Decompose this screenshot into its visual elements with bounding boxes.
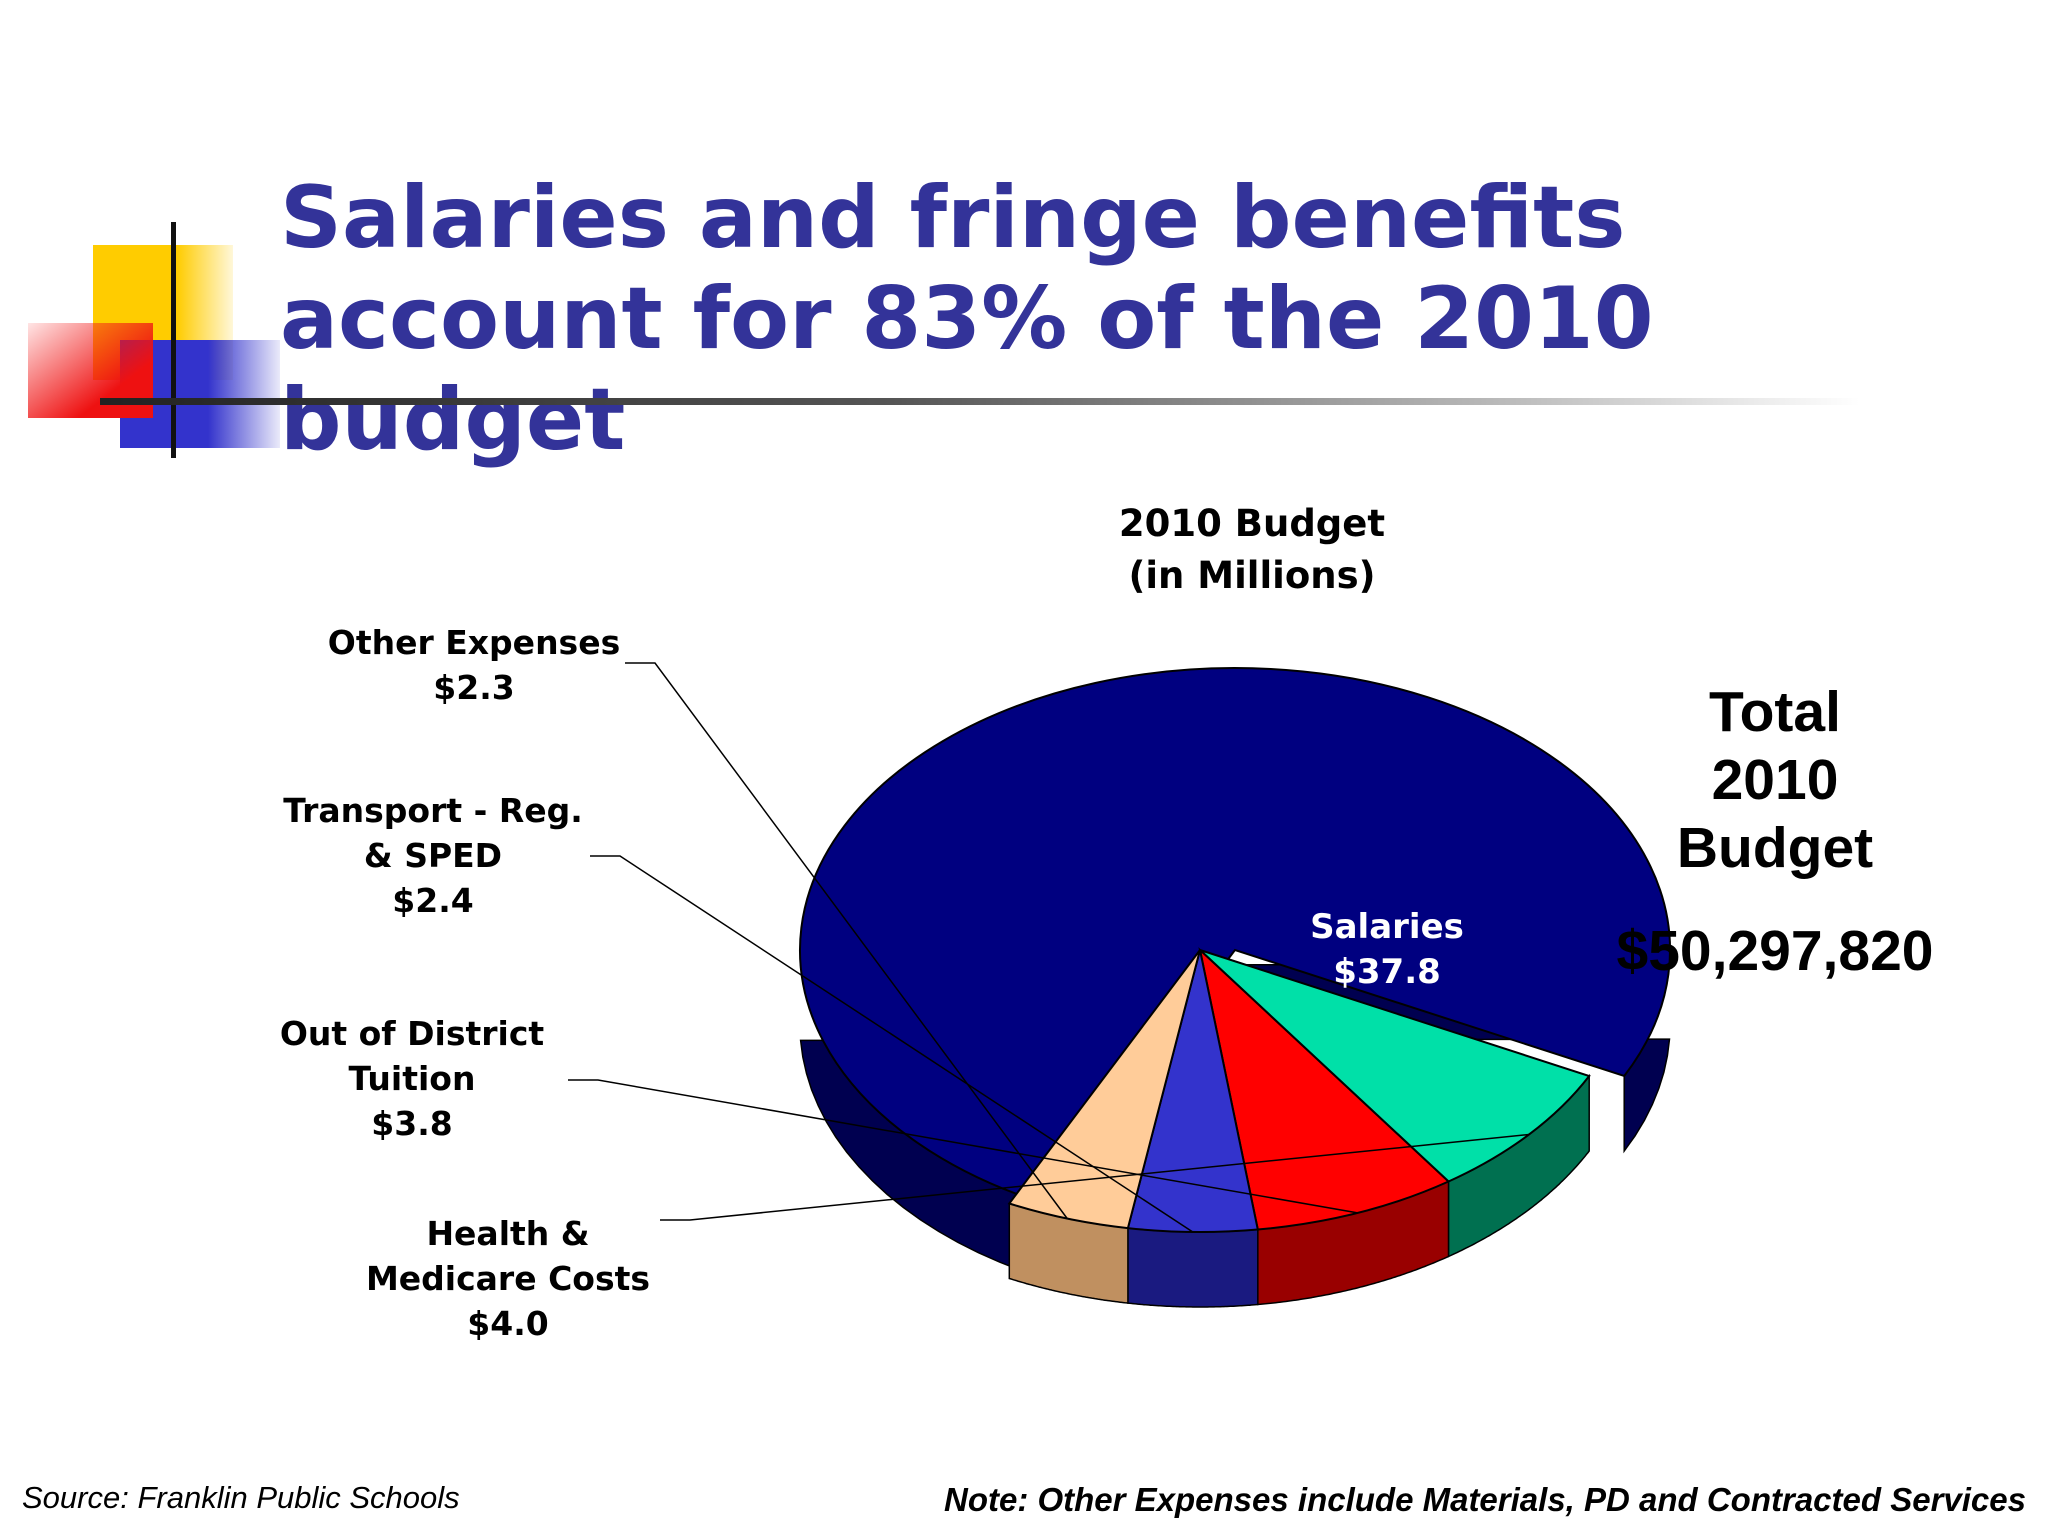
slice-label-3-line-1: & SPED bbox=[364, 836, 502, 875]
footnote: Note: Other Expenses include Materials, … bbox=[943, 1481, 2026, 1518]
slice-label-2-line-0: Out of District bbox=[280, 1014, 545, 1053]
slice-label-3-line-0: Transport - Reg. bbox=[283, 791, 583, 830]
total-budget-box: Total 2010 Budget $50,297,820 bbox=[1617, 680, 1934, 983]
leader-line-4 bbox=[625, 662, 1068, 1219]
slice-label-0-line-1: $37.8 bbox=[1333, 952, 1441, 992]
slice-label-1-line-0: Health & bbox=[426, 1214, 589, 1253]
total-label-line-3: Budget bbox=[1677, 816, 1873, 880]
total-amount: $50,297,820 bbox=[1617, 919, 1934, 983]
leader-line-3 bbox=[590, 855, 1194, 1233]
decorative-vertical-line bbox=[171, 222, 176, 458]
slice-label-3-line-2: $2.4 bbox=[392, 881, 473, 920]
slide-title: Salaries and fringe benefits account for… bbox=[280, 168, 1654, 470]
total-label-line-1: Total bbox=[1709, 680, 1841, 744]
slice-label-2-line-2: $3.8 bbox=[371, 1104, 452, 1143]
pie-slice-0 bbox=[799, 667, 1671, 1205]
total-label-line-2: 2010 bbox=[1712, 748, 1839, 812]
leader-line-1 bbox=[660, 1133, 1530, 1221]
title-divider bbox=[100, 398, 1860, 405]
slice-labels: Salaries $37.8 Health & Medicare Costs $4.0 O… bbox=[280, 623, 1530, 1343]
pie-slice-4 bbox=[1007, 949, 1201, 1230]
slice-label-1-line-1: Medicare Costs bbox=[366, 1259, 650, 1298]
pie-slices bbox=[799, 667, 1671, 1308]
slice-label-4-line-0: Other Expenses bbox=[328, 623, 620, 662]
slice-label-1-line-2: $4.0 bbox=[467, 1304, 548, 1343]
chart-subtitle: (in Millions) bbox=[1128, 554, 1375, 597]
slice-label-4-line-1: $2.3 bbox=[433, 668, 514, 707]
slice-label-2-line-1: Tuition bbox=[349, 1059, 476, 1098]
chart-title: 2010 Budget bbox=[1119, 502, 1385, 545]
source-note: Source: Franklin Public Schools bbox=[22, 1480, 460, 1515]
slice-label-0-line-0: Salaries bbox=[1310, 907, 1464, 947]
pie-side-3 bbox=[1127, 1227, 1259, 1308]
pie-slice-1 bbox=[1199, 949, 1591, 1183]
leader-line-2 bbox=[568, 1079, 1358, 1214]
